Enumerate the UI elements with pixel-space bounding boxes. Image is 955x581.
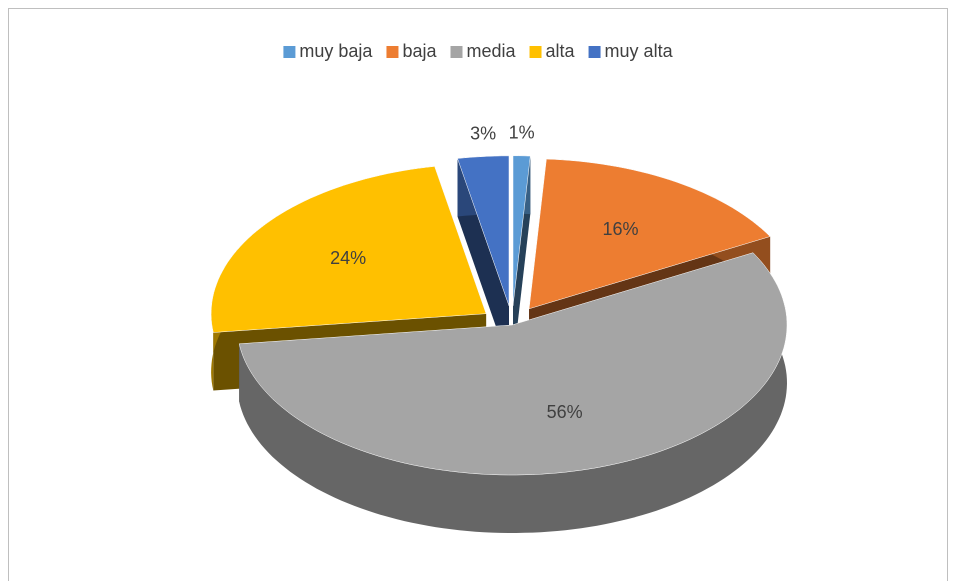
legend-label: muy alta bbox=[605, 41, 674, 61]
legend-swatch bbox=[283, 46, 296, 58]
legend-swatch bbox=[588, 46, 601, 58]
pie-tops bbox=[210, 155, 788, 476]
slice bbox=[238, 252, 788, 476]
data-label: 3% bbox=[470, 123, 496, 143]
data-label: 1% bbox=[509, 123, 535, 143]
slice bbox=[528, 158, 771, 310]
data-label: 24% bbox=[330, 248, 366, 268]
legend-label: baja bbox=[402, 41, 437, 61]
legend-swatch bbox=[386, 46, 399, 58]
slice bbox=[457, 155, 510, 306]
legend-label: media bbox=[466, 41, 516, 61]
legend-swatch bbox=[529, 46, 542, 58]
legend-swatch bbox=[450, 46, 463, 58]
slice bbox=[512, 155, 531, 306]
slice bbox=[210, 166, 487, 333]
legend: muy baja baja media alta muy alta bbox=[283, 41, 674, 61]
slice-outer-side bbox=[239, 252, 787, 533]
data-label: 16% bbox=[602, 219, 638, 239]
legend-label: alta bbox=[546, 41, 576, 61]
data-label: 56% bbox=[547, 402, 583, 422]
legend-label: muy baja bbox=[299, 41, 373, 61]
data-labels: 1% 16% 56% 24% 3% bbox=[330, 123, 638, 423]
